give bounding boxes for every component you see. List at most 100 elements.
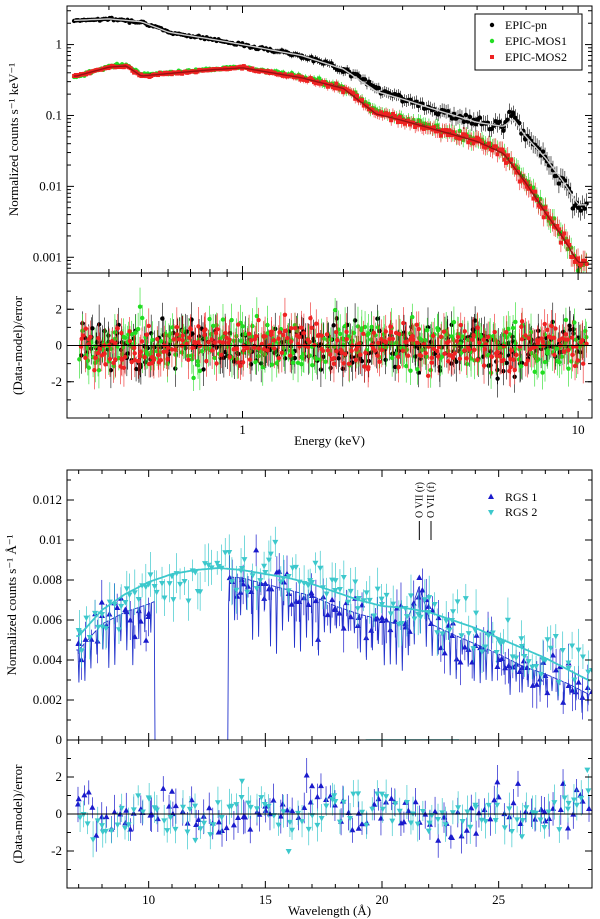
data-point [332, 86, 337, 91]
data-point [137, 353, 143, 359]
data-point [553, 326, 558, 331]
data-point [242, 813, 249, 820]
data-point [359, 358, 365, 364]
data-point [580, 338, 585, 343]
data-point [384, 339, 389, 345]
y-axis-label: Normalized counts s⁻¹ keV⁻¹ [6, 63, 21, 216]
data-point [493, 649, 500, 656]
data-point [196, 339, 201, 345]
data-point [84, 821, 91, 827]
data-point [495, 793, 502, 800]
data-point [369, 806, 376, 813]
data-point [387, 611, 394, 617]
data-point [272, 539, 279, 546]
data-point [417, 614, 424, 621]
data-point [181, 578, 188, 585]
residual-series-rgs2 [77, 767, 592, 858]
data-point [253, 586, 260, 592]
data-point [241, 348, 246, 353]
data-point [395, 354, 401, 360]
data-point [517, 120, 522, 126]
data-point [553, 666, 560, 673]
data-point [578, 795, 585, 802]
data-point [220, 340, 226, 345]
data-point [118, 603, 125, 610]
data-point [542, 817, 549, 824]
data-point [197, 589, 204, 595]
data-point [83, 615, 90, 622]
data-point [285, 335, 290, 341]
data-point [569, 687, 576, 693]
x-axis-label: Energy (keV) [294, 433, 365, 448]
data-point [209, 348, 215, 353]
data-point [407, 337, 413, 342]
data-point [212, 355, 217, 361]
data-point [451, 319, 457, 325]
data-point [285, 849, 292, 855]
data-point [374, 110, 379, 115]
data-point [292, 564, 299, 571]
data-point [467, 347, 472, 352]
data-point [314, 793, 321, 800]
data-point [519, 817, 526, 824]
data-point [467, 824, 474, 831]
data-point [363, 350, 368, 356]
data-point [295, 814, 302, 821]
data-point [360, 98, 365, 103]
data-point [135, 326, 141, 332]
data-point [526, 352, 531, 357]
data-point [525, 358, 530, 363]
data-point [282, 356, 288, 361]
data-point [339, 86, 344, 91]
data-point [549, 651, 556, 658]
data-point [135, 596, 142, 603]
data-point [544, 637, 551, 643]
data-point [470, 646, 477, 652]
data-point [324, 611, 331, 618]
data-point [566, 366, 571, 371]
data-point [403, 614, 410, 620]
data-point [309, 325, 314, 331]
data-point [185, 598, 192, 604]
data-point [340, 366, 345, 371]
legend-label: RGS 1 [505, 490, 537, 504]
data-point [481, 363, 487, 368]
data-point [584, 684, 591, 690]
data-point [352, 579, 359, 585]
data-point [431, 601, 438, 608]
y-tick-label: 0.001 [33, 249, 62, 264]
data-point [469, 121, 475, 126]
data-point [572, 259, 577, 264]
data-point [430, 333, 436, 339]
data-point [363, 822, 370, 829]
data-point [565, 337, 571, 342]
data-point [513, 319, 518, 325]
data-point [195, 362, 201, 368]
data-point [476, 136, 481, 141]
data-point [246, 331, 252, 336]
data-point [389, 118, 394, 123]
data-point [379, 614, 385, 620]
data-point [504, 360, 509, 366]
data-point [223, 824, 230, 831]
data-point [439, 631, 446, 637]
data-point [425, 373, 431, 379]
data-point [80, 811, 87, 818]
series-epic-mos1 [71, 61, 589, 273]
data-point [168, 331, 173, 336]
y-tick-label: 0.004 [33, 652, 63, 667]
data-point [445, 133, 450, 138]
data-point [209, 337, 214, 342]
data-point [195, 359, 200, 364]
data-point [295, 360, 301, 365]
y-tick-label: 0.01 [39, 178, 62, 193]
data-point [188, 326, 193, 331]
data-point [203, 327, 208, 332]
data-point [514, 352, 519, 358]
data-point [206, 340, 211, 345]
data-point [166, 581, 173, 587]
data-point [284, 806, 291, 813]
data-point [122, 600, 129, 606]
data-point [102, 828, 109, 835]
data-point [173, 347, 178, 352]
